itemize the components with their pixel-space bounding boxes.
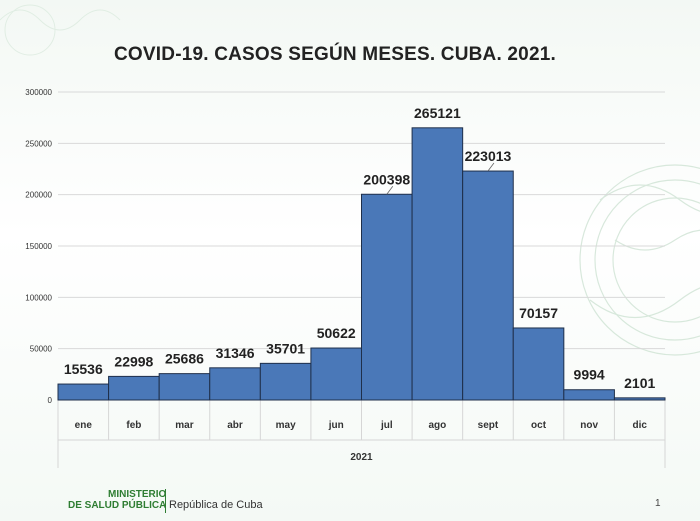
y-tick-label: 200000 xyxy=(25,191,52,200)
bar-ago xyxy=(411,127,464,401)
y-tick-label: 50000 xyxy=(30,345,53,354)
bar-abr xyxy=(209,367,261,401)
data-label: 35701 xyxy=(266,340,305,356)
data-label: 9994 xyxy=(574,367,605,383)
bars xyxy=(57,127,666,401)
bar-nov xyxy=(563,389,615,401)
bar-jul xyxy=(361,193,413,401)
x-tick-label: jun xyxy=(328,420,344,431)
bar-mar xyxy=(158,373,211,401)
footer-divider xyxy=(165,489,166,513)
x-tick-label: ago xyxy=(428,420,446,431)
data-label: 200398 xyxy=(363,171,410,187)
y-tick-label: 300000 xyxy=(25,88,52,97)
data-label: 31346 xyxy=(216,345,255,361)
data-label: 25686 xyxy=(165,351,204,367)
bar-feb xyxy=(108,375,160,401)
y-tick-label: 150000 xyxy=(25,242,52,251)
bar-jun xyxy=(310,347,362,401)
bar-oct xyxy=(512,327,565,401)
data-label: 70157 xyxy=(519,305,558,321)
data-label: 2101 xyxy=(624,375,655,391)
bar-dic xyxy=(613,397,666,401)
x-tick-label: dic xyxy=(632,420,647,431)
x-tick-label: ene xyxy=(75,420,93,431)
ministry-logo-text: MINISTERIO DE SALUD PÚBLICA xyxy=(68,489,166,511)
bar-may xyxy=(259,362,312,401)
bar-ene xyxy=(57,383,110,401)
data-label: 265121 xyxy=(414,105,461,121)
x-tick-label: nov xyxy=(580,420,598,431)
x-tick-label: jul xyxy=(380,420,393,431)
x-tick-label: mar xyxy=(175,420,193,431)
data-labels: 15536 22998 25686 31346 35701 50622 200398 2651… xyxy=(64,105,656,391)
bar-sept xyxy=(462,170,514,401)
slide-title: COVID-19. CASOS SEGÚN MESES. CUBA. 2021. xyxy=(114,44,556,65)
x-tick-label: abr xyxy=(227,420,243,431)
group-label: 2021 xyxy=(350,452,373,463)
x-tick-label: feb xyxy=(126,420,141,431)
x-tick-label: sept xyxy=(478,420,499,431)
data-label: 15536 xyxy=(64,361,103,377)
x-tick-label: oct xyxy=(531,420,547,431)
ministry-line-2: DE SALUD PÚBLICA xyxy=(68,500,167,511)
country-name: República de Cuba xyxy=(169,499,263,511)
leader-line xyxy=(386,186,394,195)
x-tick-label: may xyxy=(276,420,296,431)
page-number: 1 xyxy=(655,498,661,509)
y-tick-label: 250000 xyxy=(25,139,52,148)
y-tick-label: 100000 xyxy=(25,293,52,302)
data-label: 223013 xyxy=(465,148,512,164)
data-label: 50622 xyxy=(317,325,356,341)
y-tick-label: 0 xyxy=(48,396,53,405)
tick-labels: 0 50000 100000 150000 200000 250000 300000 ene f… xyxy=(25,88,647,463)
data-label: 22998 xyxy=(114,353,153,369)
ministry-line-1: MINISTERIO xyxy=(108,489,167,500)
leader-line xyxy=(487,162,495,172)
